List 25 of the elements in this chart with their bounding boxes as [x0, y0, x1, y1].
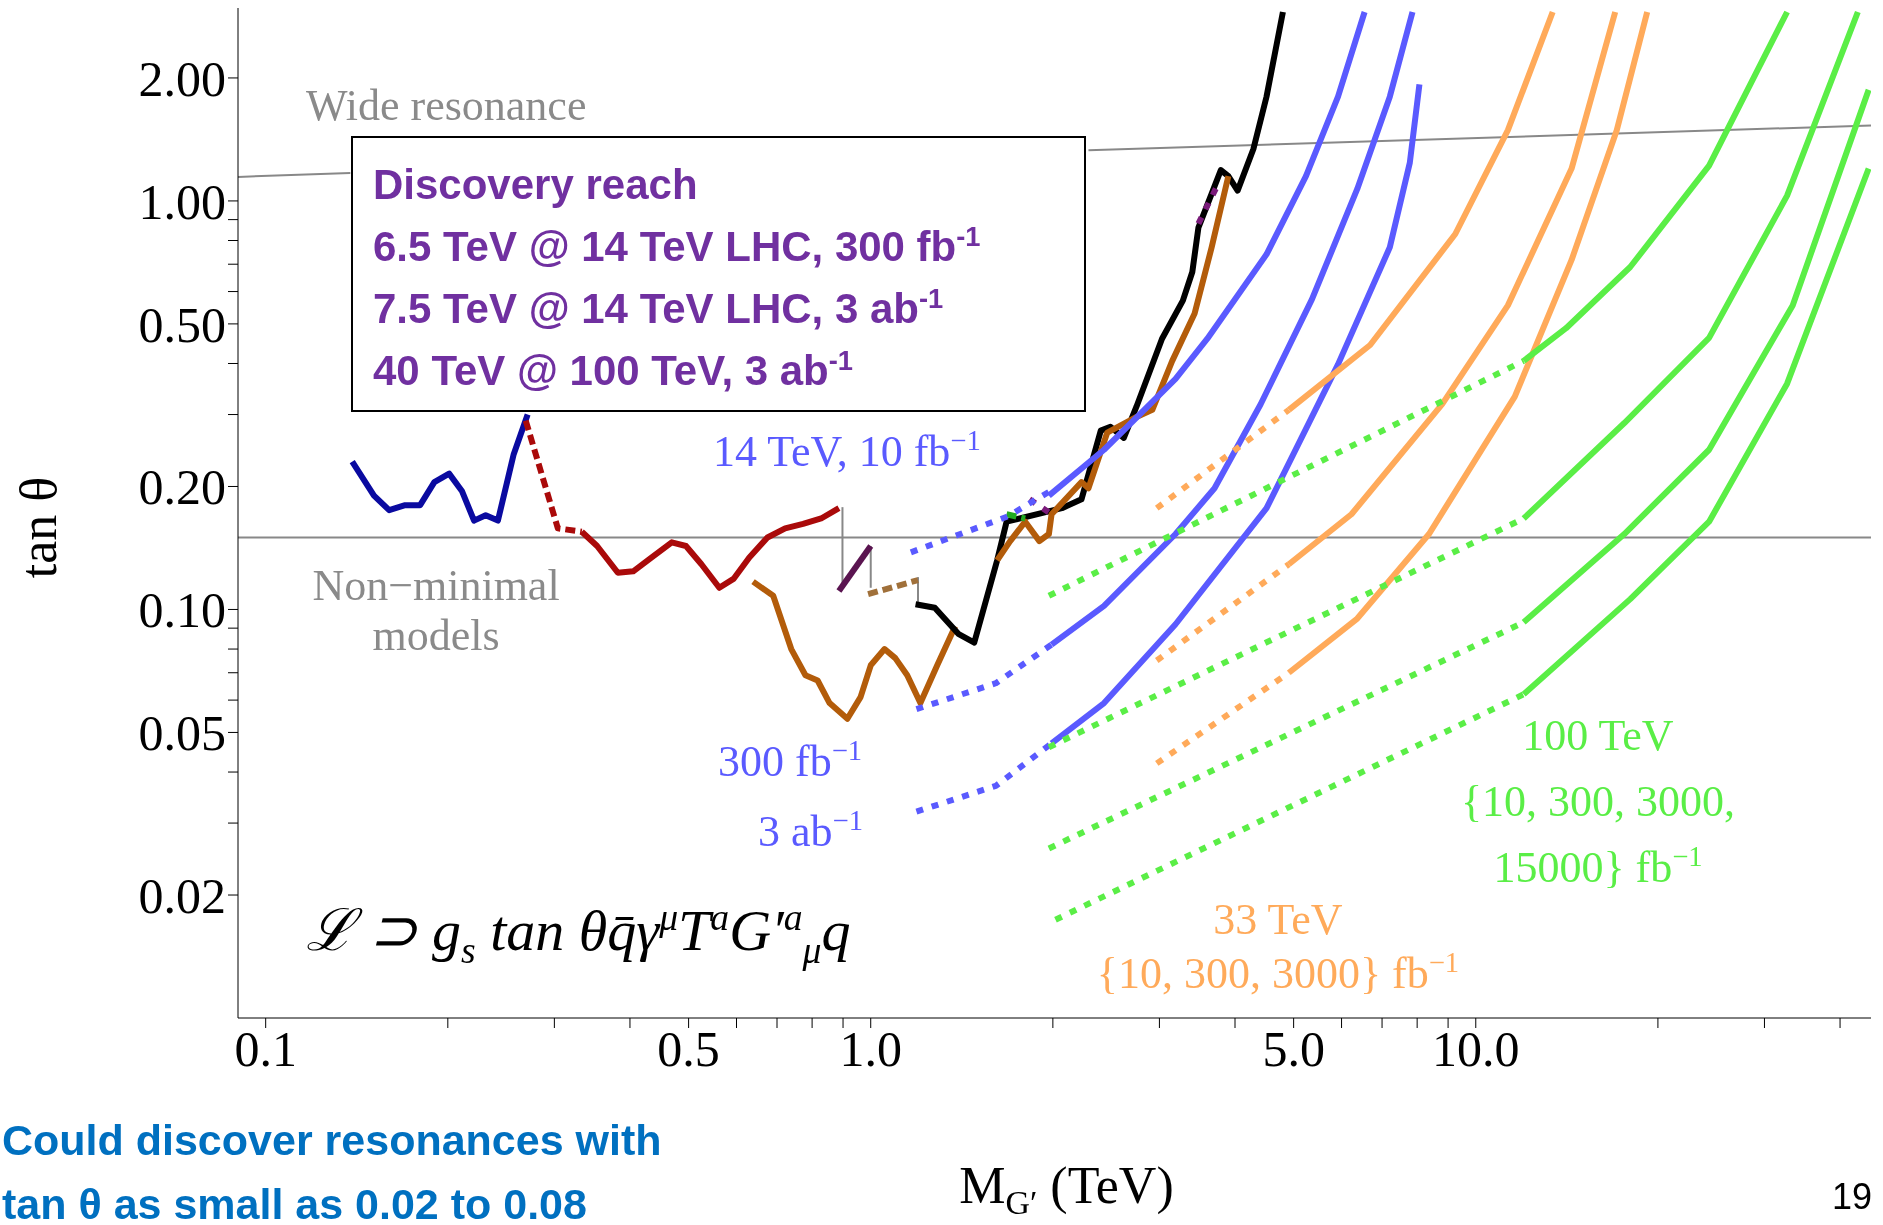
annotation: 3 ab$^{−1}$ — [758, 805, 863, 857]
y-tick-label: 0.10 — [138, 582, 226, 639]
annotation: 300 fb$^{−1}$ — [718, 735, 863, 787]
y-tick-label: 2.00 — [138, 50, 226, 107]
y-tick-label: 0.02 — [138, 867, 226, 924]
y-tick-label: 0.50 — [138, 296, 226, 353]
text: 19 — [1832, 1176, 1873, 1218]
x-tick-label: 10.0 — [1432, 1020, 1520, 1077]
x-tick-label: 1.0 — [839, 1020, 902, 1077]
annotation: 14 TeV, 10 fb$^{−1}$ — [713, 425, 981, 477]
y-axis-title: tan θ — [8, 475, 68, 581]
annotation: 33 TeV {10, 300, 3000} fb$^{−1}$ — [1095, 894, 1461, 1000]
annotation: 100 TeV {10, 300, 3000, 15000} fb$^{−1}$ — [1459, 710, 1737, 894]
text: Could discover resonances with tan θ as small as 0.02 to 0.08 — [2, 1115, 662, 1225]
y-tick-label: 0.05 — [138, 705, 226, 762]
x-axis-title: M$_{G′}$ (TeV) — [959, 1157, 1174, 1222]
text: Discovery reach 6.5 TeV @ 14 TeV LHC, 300 fb$^{-1}$ 7.5 TeV @ 14 TeV LHC, 3 ab$^{-1}$ 40 TeV @ 100 TeV, 3 ab$^{-1}$ — [373, 161, 981, 394]
x-tick-label: 0.1 — [234, 1020, 297, 1077]
y-tick-label: 1.00 — [138, 173, 226, 230]
annotation: Non−minimal models — [311, 561, 561, 661]
x-tick-label: 5.0 — [1262, 1020, 1325, 1077]
text: ℒ ⊃ g$_{s}$ tan θq̄γ$^{μ}$T$^{a}$G′$^{a}$$_{μ}$q — [306, 895, 851, 971]
annotation: Wide resonance — [306, 80, 587, 131]
y-tick-label: 0.20 — [138, 459, 226, 516]
x-tick-label: 0.5 — [657, 1020, 720, 1077]
